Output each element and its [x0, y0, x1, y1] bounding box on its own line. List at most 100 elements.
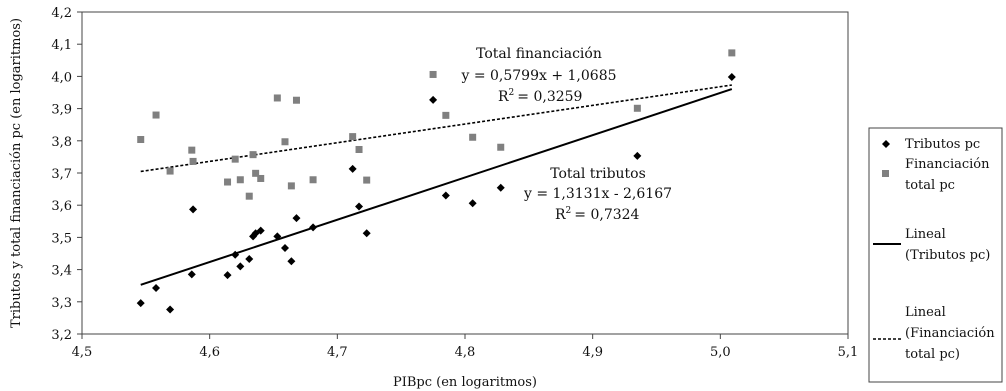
- x-tick-label: 4,8: [455, 345, 476, 360]
- tributos-point: [273, 232, 282, 241]
- x-axis-title: PIBpc (en logaritmos): [393, 375, 537, 390]
- trendlines: [140, 84, 733, 286]
- legend-item-lineal-financiacion: Lineal (Financiación total pc): [873, 305, 995, 362]
- tributos-point: [727, 73, 736, 82]
- financiacion-point: [166, 167, 174, 175]
- tributos-point: [496, 183, 505, 192]
- trendline-tributos: [140, 88, 733, 286]
- financiacion-point: [152, 111, 160, 119]
- x-tick-label: 4,7: [327, 345, 348, 360]
- r2-superscript: 2: [566, 206, 572, 216]
- tributos-point: [256, 226, 265, 235]
- legend-diamond-marker: [882, 140, 890, 148]
- tributos-point: [187, 270, 196, 279]
- financiacion-point: [257, 174, 265, 182]
- legend-label-financiacion-1: Financiación: [905, 157, 990, 172]
- tributos-point: [236, 262, 245, 271]
- tributos-point: [189, 205, 198, 214]
- y-tick-label: 4,1: [51, 38, 72, 53]
- financiacion-point: [249, 151, 257, 159]
- x-tick-label: 4,5: [72, 345, 93, 360]
- legend-label-lineal-tributos-1: Lineal: [905, 227, 946, 242]
- y-tick-label: 3,5: [51, 231, 72, 246]
- data-points: [136, 49, 736, 314]
- financiacion-point: [231, 155, 239, 163]
- legend-item-lineal-tributos: Lineal (Tributos pc): [873, 227, 990, 263]
- financiacion-point: [442, 111, 450, 119]
- annotation-financiacion: Total financiación y = 0,5799x + 1,0685 …: [460, 46, 616, 105]
- y-axis: 3,2 3,3 3,4 3,5 3,6 3,7 3,8 3,9 4,0 4,1 4,2: [51, 6, 82, 343]
- tributos-point: [166, 305, 175, 314]
- y-tick-label: 3,3: [51, 296, 72, 311]
- tributos-point: [152, 283, 161, 292]
- financiacion-point: [728, 49, 736, 57]
- tributos-point: [280, 244, 289, 253]
- tributos-point: [223, 271, 232, 280]
- financiacion-point: [252, 169, 260, 177]
- financiacion-point: [469, 133, 477, 141]
- legend-box: [868, 127, 1003, 383]
- financiacion-point: [497, 143, 505, 151]
- financiacion-point: [292, 96, 300, 104]
- financiacion-point: [355, 145, 363, 153]
- r2-symbol: R: [555, 207, 566, 223]
- tributos-point: [251, 229, 260, 238]
- financiacion-point: [236, 176, 244, 184]
- plot-area: [81, 11, 849, 335]
- tributos-point: [245, 254, 254, 263]
- tributos-point: [355, 202, 364, 211]
- x-tick-label: 5,1: [838, 345, 859, 360]
- x-axis: 4,5 4,6 4,7 4,8 4,9 5,0 5,1: [72, 334, 859, 360]
- y-tick-label: 3,4: [51, 264, 72, 279]
- tributos-point: [633, 151, 642, 160]
- financiacion-point: [633, 104, 641, 112]
- x-tick-label: 4,6: [199, 345, 220, 360]
- tributos-point: [429, 95, 438, 104]
- annotation-financiacion-title: Total financiación: [476, 46, 602, 62]
- annotation-tributos-title: Total tributos: [550, 166, 646, 182]
- legend-label-lineal-financiacion-3: total pc): [905, 347, 960, 362]
- tributos-point: [287, 257, 296, 266]
- r2-value: = 0,7324: [574, 207, 639, 223]
- y-tick-label: 4,2: [51, 6, 72, 21]
- r2-superscript: 2: [509, 88, 515, 98]
- financiacion-point: [429, 70, 437, 78]
- financiacion-point: [309, 176, 317, 184]
- y-tick-label: 3,2: [51, 328, 72, 343]
- annotation-tributos: Total tributos y = 1,3131x - 2,6167 R2 = …: [523, 166, 672, 223]
- tributos-point: [362, 229, 371, 238]
- financiacion-point: [245, 192, 253, 200]
- legend: Tributos pc Financiación total pc Lineal…: [868, 127, 1003, 383]
- legend-square-marker: [882, 170, 889, 177]
- tributos-point: [136, 299, 145, 308]
- tributos-point: [468, 199, 477, 208]
- tributos-point: [441, 191, 450, 200]
- legend-label-lineal-financiacion-1: Lineal: [905, 305, 946, 320]
- financiacion-point: [189, 157, 197, 165]
- tributos-point: [231, 250, 240, 259]
- annotation-tributos-equation: y = 1,3131x - 2,6167: [523, 186, 672, 202]
- annotation-tributos-r2: R2 = 0,7324: [555, 206, 640, 223]
- r2-symbol: R: [498, 89, 509, 105]
- annotation-financiacion-r2: R2 = 0,3259: [498, 88, 582, 105]
- legend-label-lineal-financiacion-2: (Financiación: [905, 326, 995, 341]
- financiacion-point: [224, 178, 232, 186]
- legend-item-tributos: Tributos pc: [882, 137, 980, 152]
- tributos-point: [292, 214, 301, 223]
- y-tick-label: 4,0: [51, 70, 72, 85]
- legend-label-lineal-tributos-2: (Tributos pc): [905, 248, 990, 263]
- x-tick-label: 4,9: [582, 345, 603, 360]
- financiacion-point: [287, 182, 295, 190]
- y-axis-title: Tributos y total financiación pc (en log…: [9, 18, 24, 328]
- legend-label-financiacion-2: total pc: [905, 178, 955, 193]
- financiacion-point: [137, 136, 145, 144]
- tributos-point: [348, 164, 357, 173]
- trendline-financiacion: [140, 84, 732, 173]
- tributos-point: [309, 223, 318, 232]
- r2-value: = 0,3259: [517, 89, 582, 105]
- financiacion-point: [273, 94, 281, 102]
- y-tick-label: 3,9: [51, 103, 72, 118]
- financiacion-point: [188, 146, 196, 154]
- y-tick-label: 3,8: [51, 135, 72, 150]
